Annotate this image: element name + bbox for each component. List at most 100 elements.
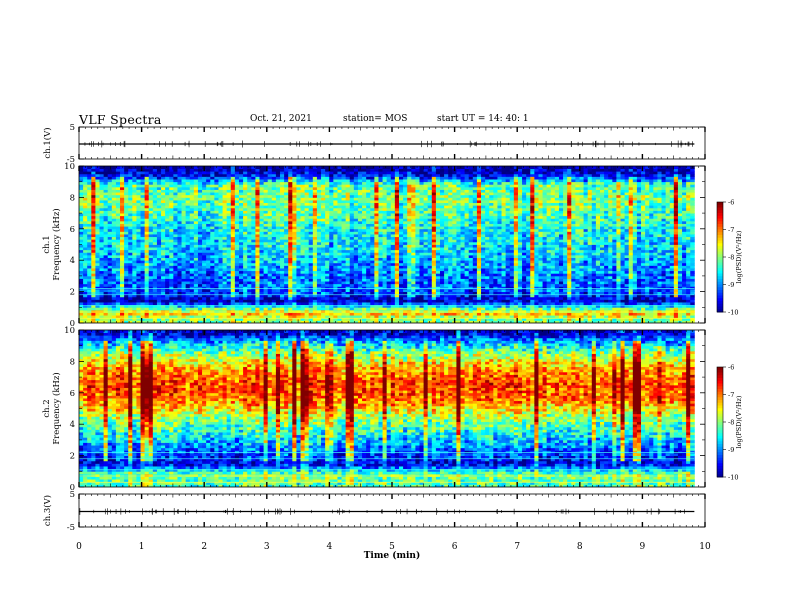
spectrogram-cell (366, 189, 371, 193)
spectrogram-cell (202, 275, 207, 279)
spectrogram-cell (173, 247, 178, 251)
spectrogram-cell (390, 215, 396, 219)
spectrogram-cell (341, 294, 347, 298)
spectrogram-cell (124, 192, 129, 196)
spectrogram-cell (288, 262, 293, 266)
spectrogram-cell (169, 265, 174, 269)
spectrogram-cell (251, 171, 256, 175)
spectrogram-cell (161, 304, 166, 308)
spectrogram-cell (202, 239, 207, 243)
spectrogram-cell (321, 275, 326, 279)
spectrogram-cell (329, 247, 334, 251)
spectrogram-cell (407, 315, 412, 319)
spectrogram-cell (136, 291, 141, 295)
spectrogram-cell (362, 186, 367, 190)
spectrogram-cell (374, 307, 379, 311)
spectrogram-cell (374, 312, 379, 316)
spectrogram-cell (337, 317, 342, 321)
spectrogram-cell (304, 312, 310, 316)
spectrogram-cell (362, 291, 367, 295)
ch1-spectrogram (79, 166, 695, 323)
spectrogram-cell (271, 186, 277, 190)
spectrogram-cell (202, 236, 207, 240)
spectrogram-cell (403, 179, 408, 183)
spectrogram-cell (357, 273, 363, 277)
spectrogram-cell (132, 197, 137, 201)
spectrogram-cell (316, 200, 322, 204)
spectrogram-cell (259, 291, 265, 295)
spectrogram-cell (362, 278, 367, 282)
spectrogram-cell (280, 288, 285, 292)
spectrogram-cell (210, 192, 215, 196)
spectrogram-cell (165, 194, 170, 198)
spectrogram-cell (403, 239, 408, 243)
spectrogram-cell (366, 218, 371, 222)
spectrogram-cell (115, 254, 121, 258)
spectrogram-cell (263, 304, 269, 308)
spectrogram-cell (357, 231, 363, 235)
spectrogram-cell (156, 257, 162, 261)
spectrogram-cell (185, 223, 191, 227)
spectrogram-cell (218, 173, 223, 177)
spectrogram-cell (144, 296, 150, 300)
spectrogram-cell (111, 213, 117, 217)
spectrogram-cell (152, 231, 158, 235)
spectrogram-cell (271, 270, 277, 274)
spectrogram-cell (271, 228, 277, 232)
spectrogram-cell (325, 168, 330, 172)
spectrogram-cell (333, 302, 338, 306)
spectrogram-cell (370, 226, 375, 230)
spectrogram-cell (263, 249, 269, 253)
spectrogram-cell (362, 200, 367, 204)
spectrogram-cell (140, 205, 146, 209)
spectrogram-cell (214, 213, 219, 217)
spectrogram-cell (370, 268, 375, 272)
spectrogram-cell (165, 304, 170, 308)
spectrogram-cell (362, 239, 367, 243)
spectrogram-cell (300, 275, 306, 279)
spectrogram-cell (251, 260, 256, 264)
spectrogram-cell (296, 173, 301, 177)
spectrogram-cell (218, 262, 223, 266)
spectrogram-cell (312, 228, 318, 232)
spectrogram-cell (288, 197, 293, 201)
spectrogram-cell (321, 247, 326, 251)
spectrogram-cell (165, 291, 170, 295)
spectrogram-cell (103, 241, 109, 245)
spectrogram-cell (206, 273, 211, 277)
spectrogram-cell (353, 218, 359, 222)
spectrogram-cell (189, 304, 195, 308)
spectrogram-cell (79, 299, 84, 303)
spectrogram-cell (329, 270, 334, 274)
spectrogram-cell (197, 299, 203, 303)
spectrogram-cell (300, 307, 306, 311)
spectrogram-cell (161, 278, 166, 282)
spectrogram-cell (161, 197, 166, 201)
spectrogram-cell (341, 260, 347, 264)
spectrogram-cell (99, 213, 105, 217)
spectrogram-cell (177, 241, 182, 245)
spectrogram-cell (185, 226, 191, 230)
spectrogram-cell (197, 307, 203, 311)
spectrogram-cell (193, 231, 199, 235)
spectrogram-cell (107, 275, 113, 279)
spectrogram-cell (148, 302, 154, 306)
spectrogram-cell (304, 228, 310, 232)
spectrogram-cell (99, 186, 105, 190)
spectrogram-cell (398, 241, 404, 245)
spectrogram-cell (280, 241, 285, 245)
spectrogram-cell (345, 296, 351, 300)
spectrogram-cell (333, 283, 338, 287)
spectrogram-cell (189, 215, 195, 219)
spectrogram-cell (185, 281, 191, 285)
spectrogram-cell (95, 241, 100, 245)
spectrogram-cell (292, 286, 297, 290)
spectrogram-cell (189, 173, 195, 177)
spectrogram-cell (394, 281, 400, 285)
spectrogram-cell (403, 223, 408, 227)
spectrogram-cell (329, 181, 334, 185)
spectrogram-cell (337, 207, 342, 211)
spectrogram-cell (308, 210, 314, 214)
spectrogram-cell (156, 275, 162, 279)
spectrogram-cell (128, 218, 133, 222)
